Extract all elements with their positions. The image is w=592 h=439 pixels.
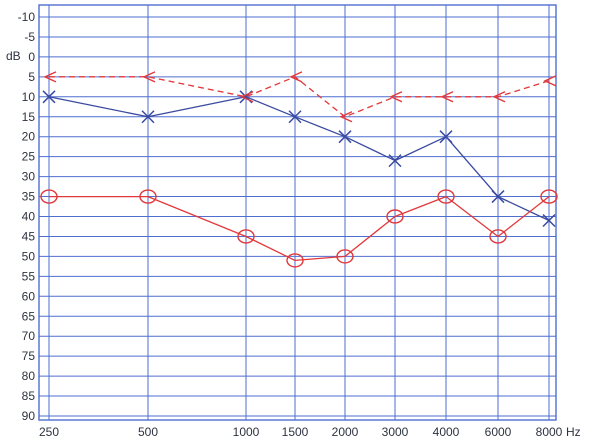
y-tick-label: -5: [24, 30, 35, 44]
data-point-circle-marker: [386, 209, 404, 224]
data-point-x-marker: [542, 213, 556, 228]
y-tick-label: 75: [22, 349, 36, 363]
y-axis-unit-label: dB: [6, 49, 21, 63]
y-tick-label: 35: [22, 190, 36, 204]
data-point-x-marker: [338, 130, 352, 144]
y-tick-label: -10: [18, 10, 36, 24]
data-point-x-marker: [42, 90, 56, 104]
data-point-x-marker: [388, 154, 402, 168]
series-3: [43, 71, 557, 123]
series-2: [40, 189, 558, 268]
data-point-bracket-marker: [339, 111, 353, 123]
x-tick-label: 1000: [233, 425, 260, 439]
y-tick-label: 0: [28, 50, 35, 64]
data-point-circle-marker: [286, 253, 304, 268]
y-tick-label: 5: [28, 70, 35, 84]
y-tick-label: 45: [22, 229, 36, 243]
y-tick-label: 90: [22, 409, 36, 423]
y-tick-label: 10: [22, 90, 36, 104]
x-tick-label: 500: [138, 425, 158, 439]
x-tick-label: 6000: [485, 425, 512, 439]
x-tick-label: 4000: [433, 425, 460, 439]
y-tick-label: 65: [22, 309, 36, 323]
series-1: [42, 90, 556, 228]
data-point-bracket-marker: [240, 91, 254, 103]
y-axis-ticks: -10 -5 0 5 10 15 20 25 30 35 40 45 50 55 60 65 70 75 80 85 9…: [18, 10, 36, 423]
x-axis-ticks: 250 500 1000 1500 2000 3000 4000 6000 8000: [39, 425, 563, 439]
data-point-bracket-marker: [43, 71, 57, 83]
data-point-circle-marker: [437, 189, 455, 204]
x-tick-label: 3000: [382, 425, 409, 439]
data-point-bracket-marker: [389, 91, 403, 103]
data-point-x-marker: [491, 190, 505, 204]
y-tick-label: 85: [22, 389, 36, 403]
y-tick-label: 60: [22, 289, 36, 303]
data-point-circle-marker: [237, 229, 255, 244]
data-point-x-marker: [141, 110, 155, 124]
y-tick-label: 30: [22, 170, 36, 184]
x-tick-label: 250: [39, 425, 59, 439]
x-tick-label: 2000: [332, 425, 359, 439]
y-tick-label: 20: [22, 130, 36, 144]
y-tick-label: 70: [22, 329, 36, 343]
chart-grid: [38, 4, 557, 421]
series-line: [48, 96, 550, 222]
x-axis-unit-label: Hz: [566, 425, 581, 439]
data-point-bracket-marker: [543, 75, 557, 87]
x-tick-label: 1500: [282, 425, 309, 439]
data-point-circle-marker: [139, 189, 157, 204]
y-tick-label: 80: [22, 369, 36, 383]
chart-series: [40, 71, 558, 268]
data-point-bracket-marker: [440, 91, 454, 103]
data-point-circle-marker: [40, 189, 58, 204]
data-point-x-marker: [288, 110, 302, 124]
y-tick-label: 15: [22, 110, 36, 124]
data-point-x-marker: [439, 130, 453, 144]
y-tick-label: 55: [22, 269, 36, 283]
series-line: [49, 195, 550, 262]
data-point-bracket-marker: [142, 71, 156, 83]
data-point-circle-marker: [489, 229, 507, 244]
y-tick-label: 40: [22, 210, 36, 224]
y-tick-label: 50: [22, 249, 36, 263]
series-line: [49, 76, 550, 118]
y-tick-label: 25: [22, 150, 36, 164]
data-point-circle-marker: [336, 249, 354, 264]
data-point-bracket-marker: [492, 91, 506, 103]
x-tick-label: 8000: [536, 425, 563, 439]
plot-frame: [38, 4, 557, 421]
data-point-bracket-marker: [289, 71, 303, 83]
data-point-circle-marker: [540, 189, 558, 204]
